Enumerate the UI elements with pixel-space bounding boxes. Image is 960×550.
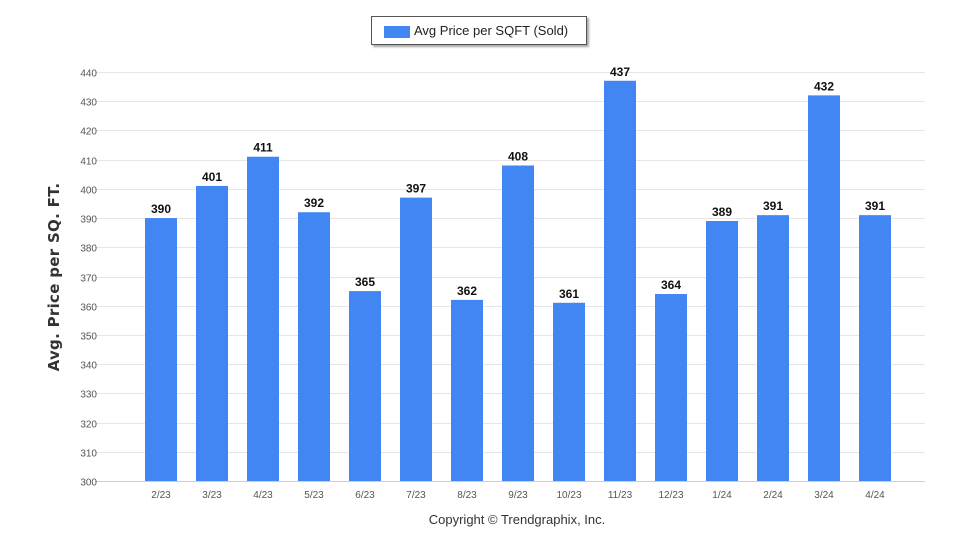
- data-label: 362: [457, 284, 477, 298]
- x-tick-label: 4/23: [253, 490, 273, 501]
- x-axis-ticks: 2/23 3/23 4/23 5/23 6/23 7/23 8/23 9/23 10/23 11/…: [151, 490, 885, 501]
- bar: [655, 294, 687, 481]
- data-labels: 390 401 411 392 365 397 362 408 361 437 364 389 391 4…: [151, 65, 885, 301]
- y-tick-label: 310: [80, 449, 97, 460]
- data-label: 361: [559, 287, 579, 301]
- data-label: 390: [151, 202, 171, 216]
- data-label: 365: [355, 275, 375, 289]
- x-tick-label: 9/23: [508, 490, 528, 501]
- y-axis-title: Avg. Price per SQ. FT.: [45, 182, 63, 372]
- y-tick-label: 300: [80, 478, 97, 489]
- bar: [451, 299, 483, 481]
- data-label: 408: [508, 149, 528, 163]
- y-tick-label: 350: [80, 332, 97, 343]
- x-tick-label: 3/24: [814, 490, 834, 501]
- bar: [145, 218, 177, 482]
- y-tick-label: 410: [80, 157, 97, 168]
- bar: [808, 95, 840, 481]
- data-label: 364: [661, 278, 681, 292]
- x-tick-label: 3/23: [202, 490, 222, 501]
- bar: [706, 220, 738, 481]
- bar: [400, 197, 432, 481]
- legend-label: Avg Price per SQFT (Sold): [414, 23, 569, 38]
- data-label: 391: [763, 199, 783, 213]
- x-tick-label: 1/24: [712, 490, 732, 501]
- legend-swatch: [384, 26, 410, 38]
- x-tick-label: 6/23: [355, 490, 375, 501]
- bar: [196, 185, 228, 481]
- x-tick-label: 2/24: [763, 490, 783, 501]
- data-label: 391: [865, 199, 885, 213]
- data-label: 432: [814, 79, 834, 93]
- bar: [859, 215, 891, 481]
- bar: [757, 215, 789, 481]
- bar: [298, 212, 330, 481]
- chart-legend: Avg Price per SQFT (Sold): [371, 16, 587, 45]
- x-tick-label: 7/23: [406, 490, 426, 501]
- data-label: 392: [304, 196, 324, 210]
- y-tick-label: 400: [80, 186, 97, 197]
- bar: [349, 291, 381, 481]
- bar: [604, 80, 636, 481]
- bars: [145, 80, 891, 482]
- x-tick-label: 2/23: [151, 490, 171, 501]
- data-label: 437: [610, 65, 630, 79]
- data-label: 411: [253, 141, 273, 155]
- y-tick-label: 420: [80, 127, 97, 138]
- bar: [247, 156, 279, 481]
- x-tick-label: 10/23: [556, 490, 581, 501]
- x-tick-label: 11/23: [608, 490, 633, 501]
- bar: [553, 302, 585, 481]
- x-tick-label: 5/23: [304, 490, 324, 501]
- x-tick-label: 8/23: [457, 490, 477, 501]
- bar: [502, 165, 534, 481]
- y-tick-label: 440: [80, 69, 97, 80]
- y-tick-label: 380: [80, 244, 97, 255]
- y-tick-label: 320: [80, 420, 97, 431]
- copyright-footer: Copyright © Trendgraphix, Inc.: [428, 512, 606, 527]
- y-tick-label: 340: [80, 361, 97, 372]
- x-tick-label: 12/23: [658, 490, 683, 501]
- data-label: 389: [712, 205, 732, 219]
- y-tick-label: 430: [80, 98, 97, 109]
- y-tick-label: 390: [80, 215, 97, 226]
- data-label: 397: [406, 182, 426, 196]
- data-label: 401: [202, 170, 222, 184]
- x-tick-label: 4/24: [865, 490, 885, 501]
- y-tick-label: 370: [80, 274, 97, 285]
- y-tick-label: 360: [80, 303, 97, 314]
- y-tick-label: 330: [80, 390, 97, 401]
- y-axis-ticks: 300 310 320 330 340 350 360 370 380 390 400 410 420 4…: [80, 69, 97, 489]
